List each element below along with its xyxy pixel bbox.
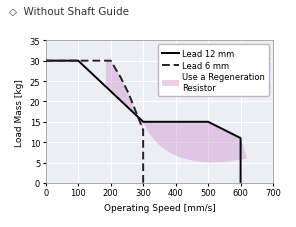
Y-axis label: Load Mass [kg]: Load Mass [kg] — [15, 78, 24, 146]
Polygon shape — [143, 122, 247, 163]
X-axis label: Operating Speed [mm/s]: Operating Speed [mm/s] — [104, 203, 215, 212]
Legend: Lead 12 mm, Lead 6 mm, Use a Regeneration
Resistor: Lead 12 mm, Lead 6 mm, Use a Regeneratio… — [158, 45, 269, 97]
Text: ◇  Without Shaft Guide: ◇ Without Shaft Guide — [9, 7, 129, 17]
Polygon shape — [106, 61, 143, 130]
